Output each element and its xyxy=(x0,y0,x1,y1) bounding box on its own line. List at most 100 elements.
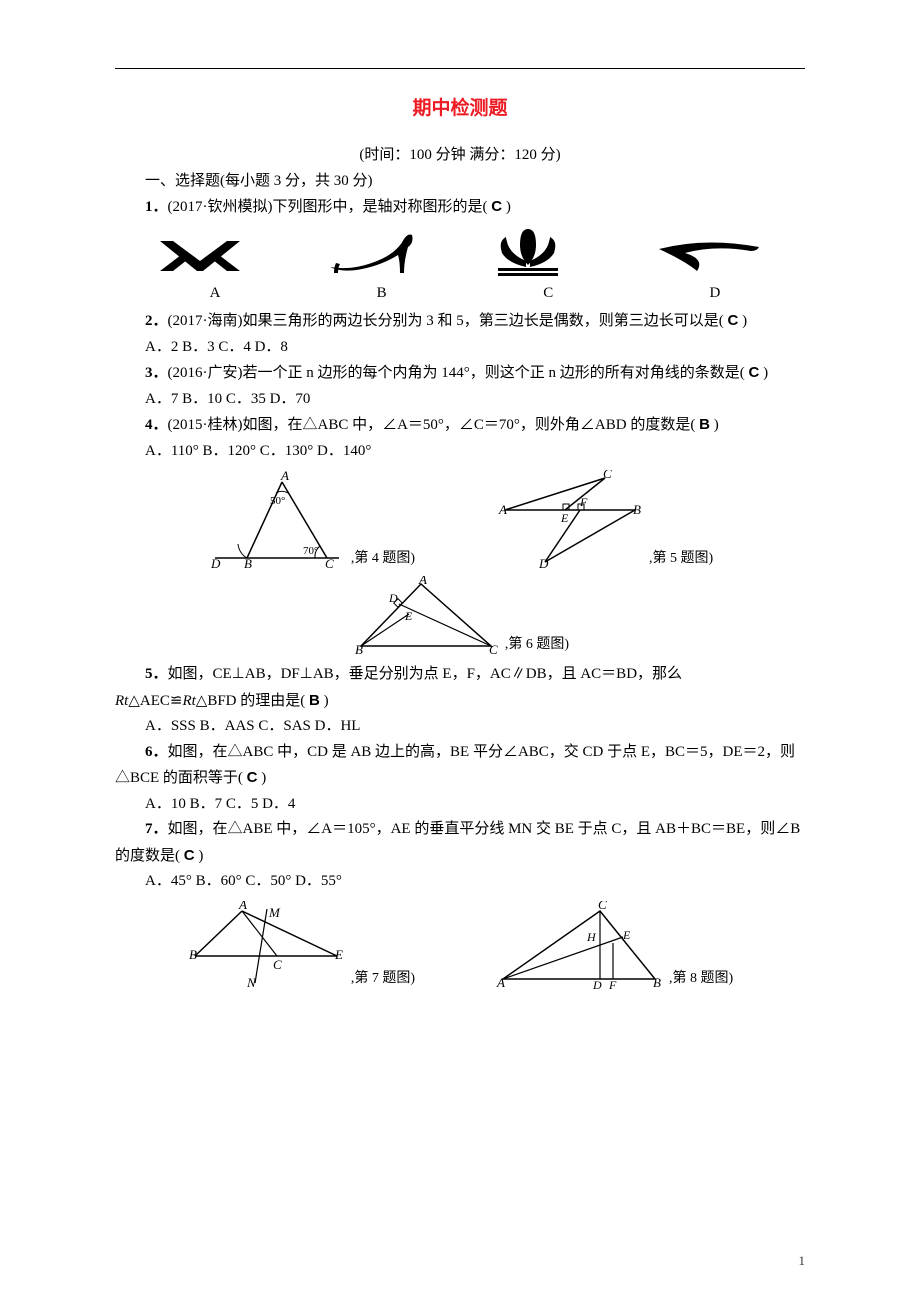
q3-tail: ) xyxy=(759,365,768,381)
svg-text:F: F xyxy=(608,978,617,991)
exam-subtitle: (时间：100 分钟 满分：120 分) xyxy=(115,143,805,169)
svg-text:C: C xyxy=(273,957,282,972)
q5-tail: ) xyxy=(320,693,329,709)
svg-text:B: B xyxy=(355,642,363,656)
svg-text:H: H xyxy=(586,930,597,944)
svg-text:M: M xyxy=(268,905,281,920)
puma-icon xyxy=(322,231,422,279)
q1-answer: C xyxy=(491,198,502,215)
top-rule xyxy=(115,68,805,69)
q3-answer: C xyxy=(749,364,760,381)
triangle-q6-icon: A D E B C xyxy=(351,576,501,656)
svg-text:D: D xyxy=(538,556,549,570)
logo-d-label: D xyxy=(655,281,775,307)
q1: 1．(2017·钦州模拟)下列图形中，是轴对称图形的是( C ) xyxy=(115,194,805,221)
svg-text:B: B xyxy=(189,947,197,962)
page-number: 1 xyxy=(799,1250,806,1272)
triangle-q7-icon: A M B C E N xyxy=(187,901,347,991)
q3-text: (2016·广安)若一个正 n 边形的每个内角为 144°，则这个正 n 边形的… xyxy=(168,365,749,381)
svg-text:70°: 70° xyxy=(303,545,318,557)
svg-text:C: C xyxy=(325,556,334,570)
fig-q4-label: ,第 4 题图) xyxy=(351,547,415,571)
q3-num: 3． xyxy=(145,365,168,381)
q7-tail: ) xyxy=(195,848,204,864)
svg-text:A: A xyxy=(496,975,505,990)
q1-tail: ) xyxy=(502,199,511,215)
fig-q5: A C F E B D ,第 5 题图) xyxy=(495,470,713,570)
svg-text:C: C xyxy=(489,642,498,656)
svg-text:B: B xyxy=(653,975,661,990)
svg-text:N: N xyxy=(246,975,257,990)
logo-b-label: B xyxy=(322,281,442,307)
svg-text:D: D xyxy=(592,978,602,991)
q5-options: A．SSS B．AAS C．SAS D．HL xyxy=(115,714,805,740)
triangle-q5-icon: A C F E B D xyxy=(495,470,645,570)
q5-num: 5． xyxy=(145,666,168,682)
fig-q8-label: ,第 8 题图) xyxy=(669,967,733,991)
q2-answer: C xyxy=(728,312,739,329)
logo-b: B xyxy=(322,231,442,307)
fig-q8: C H E A D F B ,第 8 题图) xyxy=(495,901,733,991)
section-1-header: 一、选择题(每小题 3 分，共 30 分) xyxy=(115,169,805,195)
q6-tail: ) xyxy=(258,770,267,786)
q4-answer: B xyxy=(699,416,710,433)
xtep-icon xyxy=(155,231,245,279)
svg-text:E: E xyxy=(560,511,569,525)
q2-tail: ) xyxy=(738,313,747,329)
q1-logo-row: A B C D xyxy=(115,227,805,307)
q7: 7．如图，在△ABE 中，∠A＝105°，AE 的垂直平分线 MN 交 BE 于… xyxy=(115,817,805,869)
q2-num: 2． xyxy=(145,313,168,329)
q5-text-b: △AEC≌ xyxy=(128,693,182,709)
svg-text:50°: 50° xyxy=(270,495,285,507)
q5-text-a: 如图，CE⊥AB，DF⊥AB，垂足分别为点 E，F，AC∥DB，且 AC＝BD，… xyxy=(168,666,683,682)
fig-q6: A D E B C ,第 6 题图) xyxy=(351,576,569,656)
svg-text:A: A xyxy=(238,901,247,912)
q4: 4．(2015·桂林)如图，在△ABC 中，∠A＝50°，∠C＝70°，则外角∠… xyxy=(115,412,805,439)
q4-tail: ) xyxy=(710,417,719,433)
svg-text:D: D xyxy=(210,556,221,570)
q6-answer: C xyxy=(247,769,258,786)
q3: 3．(2016·广安)若一个正 n 边形的每个内角为 144°，则这个正 n 边… xyxy=(115,360,805,387)
q7-answer: C xyxy=(184,847,195,864)
q7-options: A．45° B．60° C．50° D．55° xyxy=(115,869,805,895)
q5-rt2: Rt xyxy=(182,693,195,709)
figrow-6: A D E B C ,第 6 题图) xyxy=(115,576,805,656)
q6-num: 6． xyxy=(145,744,168,760)
svg-text:A: A xyxy=(418,576,427,587)
fig-q4: A 50° 70° D B C ,第 4 题图) xyxy=(207,470,415,570)
logo-d: D xyxy=(655,231,775,307)
svg-text:E: E xyxy=(622,928,631,942)
logo-c-label: C xyxy=(488,281,608,307)
q1-text: (2017·钦州模拟)下列图形中，是轴对称图形的是( xyxy=(168,199,492,215)
svg-text:C: C xyxy=(603,470,612,481)
svg-text:A: A xyxy=(280,470,289,483)
svg-text:F: F xyxy=(579,495,588,509)
figrow-7-8: A M B C E N ,第 7 题图) C H E A D F B xyxy=(115,901,805,991)
q1-num: 1． xyxy=(145,199,168,215)
q3-options: A．7 B．10 C．35 D．70 xyxy=(115,387,805,413)
svg-text:B: B xyxy=(633,502,641,517)
q5: 5．如图，CE⊥AB，DF⊥AB，垂足分别为点 E，F，AC∥DB，且 AC＝B… xyxy=(115,662,805,714)
logo-c: C xyxy=(488,227,608,307)
q6-options: A．10 B．7 C．5 D．4 xyxy=(115,792,805,818)
q7-num: 7． xyxy=(145,821,168,837)
q4-text: (2015·桂林)如图，在△ABC 中，∠A＝50°，∠C＝70°，则外角∠AB… xyxy=(168,417,700,433)
q6-text: 如图，在△ABC 中，CD 是 AB 边上的高，BE 平分∠ABC，交 CD 于… xyxy=(115,744,795,787)
q7-text: 如图，在△ABE 中，∠A＝105°，AE 的垂直平分线 MN 交 BE 于点 … xyxy=(115,821,800,864)
triangle-q4-icon: A 50° 70° D B C xyxy=(207,470,347,570)
svg-text:B: B xyxy=(244,556,252,570)
svg-text:E: E xyxy=(404,609,413,623)
svg-text:D: D xyxy=(388,591,398,605)
q4-options: A．110° B．120° C．130° D．140° xyxy=(115,439,805,465)
adidas-icon xyxy=(488,227,568,279)
logo-a-label: A xyxy=(155,281,275,307)
triangle-q8-icon: C H E A D F B xyxy=(495,901,665,991)
fig-q7-label: ,第 7 题图) xyxy=(351,967,415,991)
page-title: 期中检测题 xyxy=(115,93,805,125)
lining-icon xyxy=(655,231,765,279)
q5-answer: B xyxy=(309,692,320,709)
exam-page: 期中检测题 (时间：100 分钟 满分：120 分) 一、选择题(每小题 3 分… xyxy=(0,0,920,1302)
svg-text:C: C xyxy=(598,901,607,912)
q5-rt1: Rt xyxy=(115,693,128,709)
fig-q7: A M B C E N ,第 7 题图) xyxy=(187,901,415,991)
